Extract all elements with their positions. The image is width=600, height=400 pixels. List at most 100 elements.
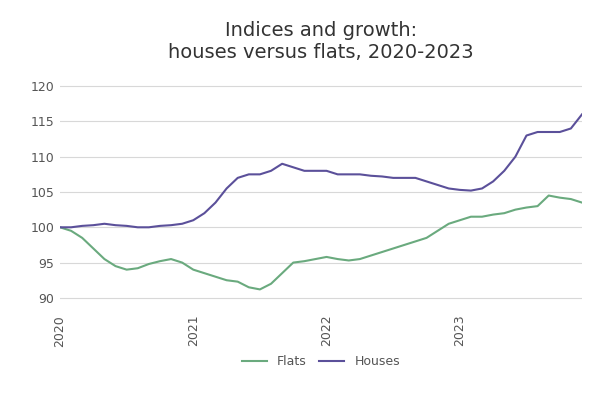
- Flats: [112, 264, 119, 268]
- Houses: [234, 176, 241, 180]
- Houses: [223, 186, 230, 191]
- Flats: [79, 236, 86, 240]
- Houses: [500, 168, 508, 173]
- Houses: [401, 176, 408, 180]
- Flats: [434, 228, 441, 233]
- Houses: [212, 200, 219, 205]
- Flats: [290, 260, 297, 265]
- Flats: [445, 221, 452, 226]
- Houses: [456, 188, 463, 192]
- Houses: [467, 188, 475, 193]
- Flats: [500, 211, 508, 216]
- Houses: [268, 168, 275, 173]
- Houses: [112, 223, 119, 228]
- Houses: [534, 130, 541, 134]
- Flats: [157, 259, 164, 264]
- Houses: [334, 172, 341, 177]
- Houses: [190, 218, 197, 223]
- Flats: [256, 287, 263, 292]
- Flats: [223, 278, 230, 283]
- Title: Indices and growth:
houses versus flats, 2020-2023: Indices and growth: houses versus flats,…: [168, 21, 474, 62]
- Houses: [312, 168, 319, 173]
- Flats: [401, 242, 408, 247]
- Flats: [323, 254, 330, 259]
- Flats: [268, 281, 275, 286]
- Flats: [367, 253, 374, 258]
- Flats: [234, 279, 241, 284]
- Flats: [389, 246, 397, 251]
- Houses: [90, 223, 97, 228]
- Flats: [534, 204, 541, 208]
- Houses: [545, 130, 552, 134]
- Flats: [467, 214, 475, 219]
- Flats: [578, 200, 586, 205]
- Flats: [167, 257, 175, 262]
- Houses: [157, 224, 164, 228]
- Houses: [56, 225, 64, 230]
- Flats: [201, 271, 208, 276]
- Houses: [345, 172, 352, 177]
- Houses: [301, 168, 308, 173]
- Houses: [79, 224, 86, 228]
- Houses: [356, 172, 364, 177]
- Flats: [478, 214, 485, 219]
- Flats: [90, 246, 97, 251]
- Houses: [201, 211, 208, 216]
- Houses: [389, 176, 397, 180]
- Flats: [190, 267, 197, 272]
- Houses: [245, 172, 253, 177]
- Flats: [134, 266, 142, 271]
- Flats: [490, 212, 497, 217]
- Flats: [56, 225, 64, 230]
- Flats: [245, 285, 253, 290]
- Houses: [434, 182, 441, 187]
- Houses: [423, 179, 430, 184]
- Flats: [456, 218, 463, 223]
- Houses: [179, 221, 186, 226]
- Houses: [412, 176, 419, 180]
- Flats: [312, 257, 319, 262]
- Houses: [578, 112, 586, 117]
- Flats: [212, 274, 219, 279]
- Flats: [423, 236, 430, 240]
- Houses: [290, 165, 297, 170]
- Flats: [334, 257, 341, 262]
- Flats: [556, 195, 563, 200]
- Flats: [356, 257, 364, 262]
- Houses: [134, 225, 142, 230]
- Flats: [68, 228, 75, 233]
- Flats: [145, 262, 152, 266]
- Houses: [278, 161, 286, 166]
- Line: Flats: Flats: [60, 196, 582, 290]
- Houses: [256, 172, 263, 177]
- Houses: [523, 133, 530, 138]
- Flats: [123, 267, 130, 272]
- Flats: [567, 197, 574, 202]
- Houses: [101, 221, 108, 226]
- Flats: [379, 250, 386, 254]
- Flats: [412, 239, 419, 244]
- Houses: [167, 223, 175, 228]
- Flats: [301, 259, 308, 264]
- Houses: [556, 130, 563, 134]
- Houses: [445, 186, 452, 191]
- Flats: [512, 207, 519, 212]
- Houses: [512, 154, 519, 159]
- Houses: [379, 174, 386, 179]
- Flats: [278, 271, 286, 276]
- Houses: [68, 225, 75, 230]
- Houses: [367, 173, 374, 178]
- Flats: [523, 205, 530, 210]
- Flats: [545, 193, 552, 198]
- Houses: [323, 168, 330, 173]
- Flats: [179, 260, 186, 265]
- Houses: [145, 225, 152, 230]
- Houses: [490, 179, 497, 184]
- Houses: [123, 224, 130, 228]
- Flats: [345, 258, 352, 263]
- Houses: [478, 186, 485, 191]
- Flats: [101, 257, 108, 262]
- Line: Houses: Houses: [60, 114, 582, 227]
- Houses: [567, 126, 574, 131]
- Legend: Flats, Houses: Flats, Houses: [237, 350, 405, 373]
